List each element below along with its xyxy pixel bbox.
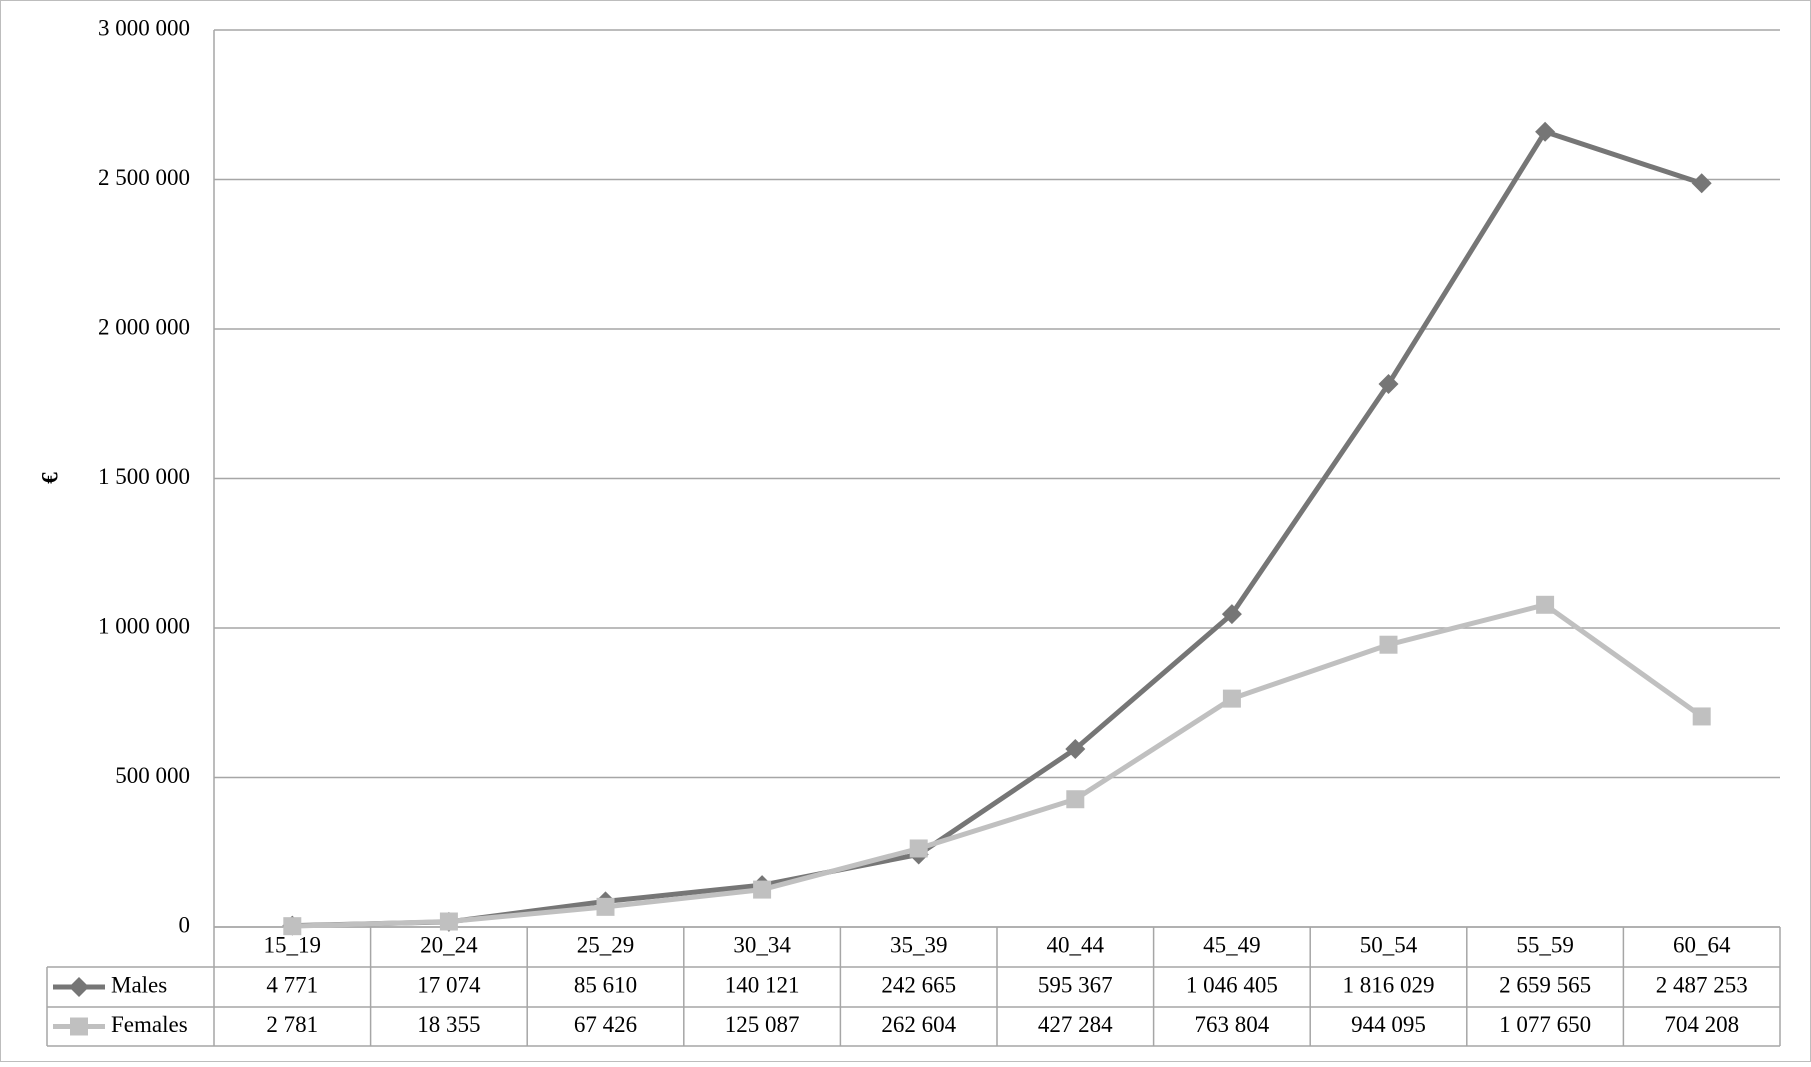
point-marker (1066, 790, 1085, 809)
table-value: 18 355 (417, 1012, 480, 1037)
table-value: 262 604 (881, 1012, 956, 1037)
point-marker (1379, 635, 1398, 654)
table-value: 125 087 (725, 1012, 800, 1037)
table-value: 1 046 405 (1186, 972, 1278, 997)
category-label: 50_54 (1360, 932, 1418, 957)
point-marker (1065, 738, 1086, 759)
table-value: 140 121 (725, 972, 800, 997)
point-marker (1378, 374, 1399, 395)
category-label: 45_49 (1203, 932, 1261, 957)
table-value: 242 665 (881, 972, 956, 997)
legend-label: Females (111, 1012, 188, 1037)
point-marker (1536, 595, 1555, 614)
point-marker (1221, 604, 1242, 625)
category-label: 25_29 (577, 932, 635, 957)
category-label: 30_34 (733, 932, 791, 957)
point-marker (1691, 173, 1712, 194)
series-line (292, 129, 1703, 929)
point-marker (596, 897, 615, 916)
point-marker (439, 912, 458, 931)
y-tick-label: 2 500 000 (98, 165, 190, 190)
series-line (292, 602, 1704, 929)
table-value: 704 208 (1664, 1012, 1739, 1037)
point-marker (1222, 689, 1241, 708)
table-value: 4 771 (266, 972, 318, 997)
point-marker (1692, 707, 1711, 726)
table-value: 944 095 (1351, 1012, 1426, 1037)
y-tick-label: 500 000 (115, 763, 190, 788)
category-label: 40_44 (1047, 932, 1105, 957)
table-value: 17 074 (417, 972, 481, 997)
table-value: 2 487 253 (1656, 972, 1748, 997)
point-marker (283, 917, 302, 936)
category-label: 20_24 (420, 932, 478, 957)
legend-marker (70, 1017, 88, 1036)
table-value: 67 426 (574, 1012, 637, 1037)
point-marker (909, 839, 928, 858)
category-label: 60_64 (1673, 932, 1731, 957)
table-value: 2 781 (266, 1012, 318, 1037)
table-value: 1 077 650 (1499, 1012, 1591, 1037)
y-tick-label: 1 000 000 (98, 613, 190, 638)
y-tick-label: 0 (179, 912, 191, 937)
table-value: 85 610 (574, 972, 637, 997)
y-tick-label: 1 500 000 (98, 464, 190, 489)
category-label: 55_59 (1516, 932, 1574, 957)
point-marker (753, 880, 772, 899)
table-value: 595 367 (1038, 972, 1113, 997)
category-label: 35_39 (890, 932, 948, 957)
category-label: 15_19 (264, 932, 322, 957)
y-tick-label: 2 000 000 (98, 314, 190, 339)
legend-marker (69, 977, 89, 997)
table-value: 2 659 565 (1499, 972, 1591, 997)
table-value: 427 284 (1038, 1012, 1113, 1037)
table-value: 1 816 029 (1343, 972, 1435, 997)
legend-label: Males (111, 972, 167, 997)
table-value: 763 804 (1195, 1012, 1270, 1037)
y-tick-label: 3 000 000 (98, 15, 190, 40)
point-marker (1535, 121, 1556, 142)
y-axis-label: € (37, 472, 62, 484)
